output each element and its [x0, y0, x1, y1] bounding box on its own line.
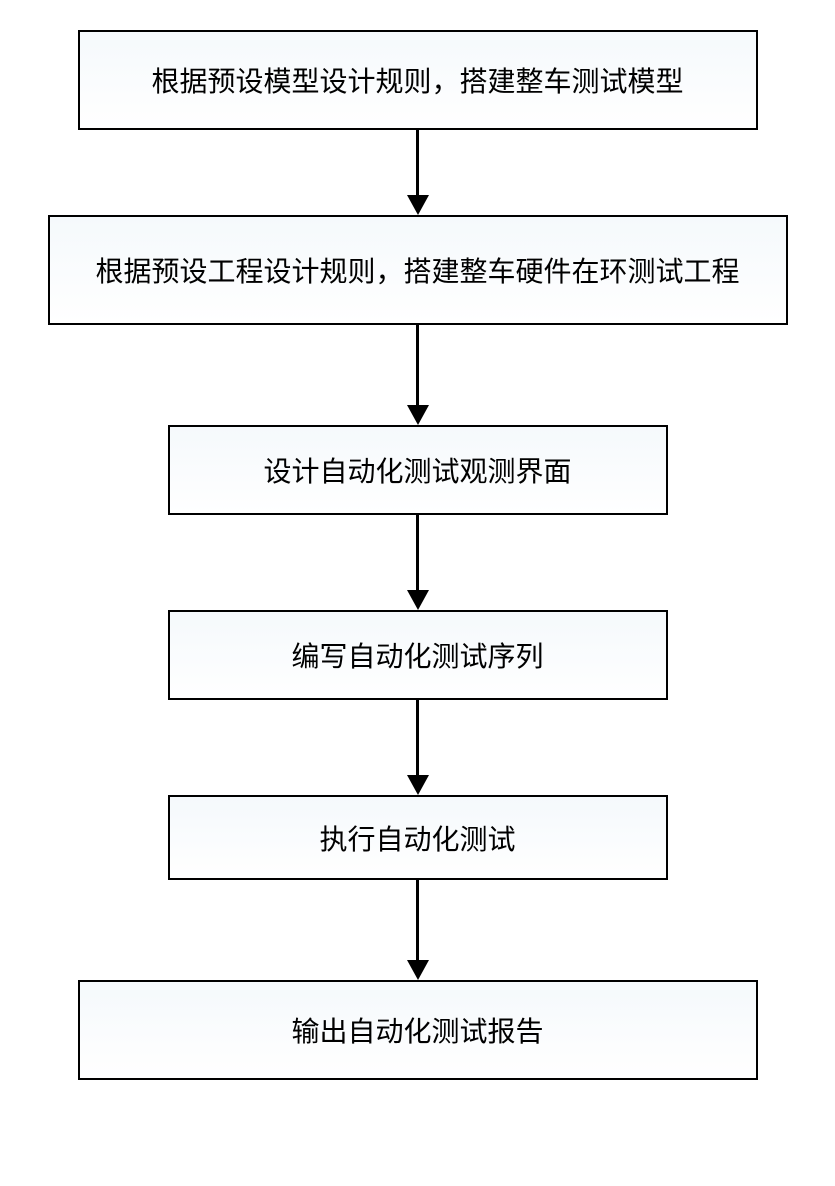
arrow-head-icon — [407, 590, 429, 610]
arrow-line-icon — [416, 325, 419, 405]
flow-node-5: 执行自动化测试 — [168, 795, 668, 880]
arrow-head-icon — [407, 195, 429, 215]
flow-node-1: 根据预设模型设计规则，搭建整车测试模型 — [78, 30, 758, 130]
flow-arrow-3 — [407, 515, 429, 610]
flow-arrow-1 — [407, 130, 429, 215]
arrow-head-icon — [407, 405, 429, 425]
flow-arrow-4 — [407, 700, 429, 795]
flow-node-2: 根据预设工程设计规则，搭建整车硬件在环测试工程 — [48, 215, 788, 325]
flow-node-6-label: 输出自动化测试报告 — [291, 1010, 543, 1050]
flow-node-2-label: 根据预设工程设计规则，搭建整车硬件在环测试工程 — [95, 250, 739, 290]
arrow-line-icon — [416, 700, 419, 775]
flow-arrow-5 — [407, 880, 429, 980]
flow-node-3: 设计自动化测试观测界面 — [168, 425, 668, 515]
arrow-head-icon — [407, 960, 429, 980]
flowchart-container: 根据预设模型设计规则，搭建整车测试模型 根据预设工程设计规则，搭建整车硬件在环测… — [48, 30, 788, 1080]
flow-node-3-label: 设计自动化测试观测界面 — [263, 450, 571, 490]
arrow-line-icon — [416, 515, 419, 590]
flow-node-4: 编写自动化测试序列 — [168, 610, 668, 700]
arrow-line-icon — [416, 880, 419, 960]
arrow-line-icon — [416, 130, 419, 195]
flow-node-6: 输出自动化测试报告 — [78, 980, 758, 1080]
arrow-head-icon — [407, 775, 429, 795]
flow-node-1-label: 根据预设模型设计规则，搭建整车测试模型 — [151, 60, 683, 100]
flow-arrow-2 — [407, 325, 429, 425]
flow-node-5-label: 执行自动化测试 — [319, 818, 515, 858]
flow-node-4-label: 编写自动化测试序列 — [291, 635, 543, 675]
